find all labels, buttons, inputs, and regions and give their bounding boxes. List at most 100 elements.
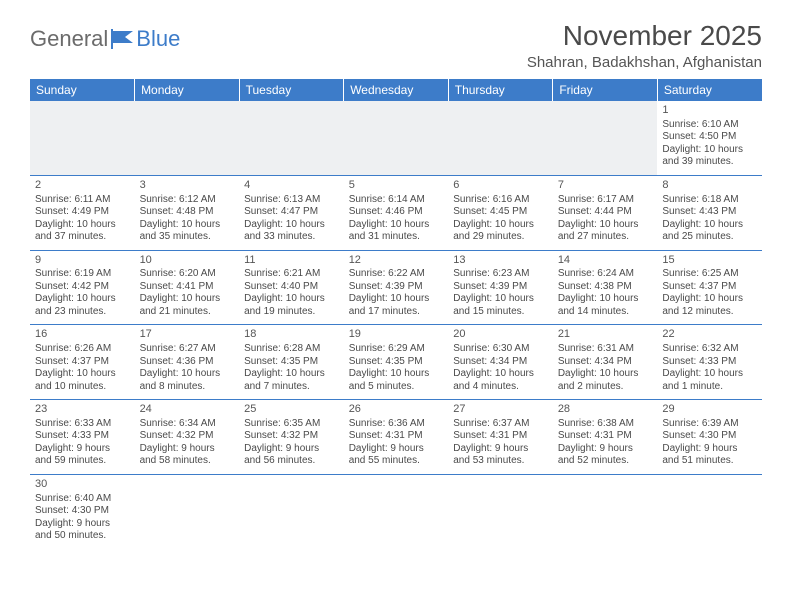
- calendar-cell: 8Sunrise: 6:18 AMSunset: 4:43 PMDaylight…: [657, 175, 762, 250]
- cell-day1: Daylight: 10 hours: [453, 293, 548, 306]
- calendar-cell: 30Sunrise: 6:40 AMSunset: 4:30 PMDayligh…: [30, 474, 135, 548]
- cell-day2: and 37 minutes.: [35, 231, 130, 244]
- cell-sunrise: Sunrise: 6:21 AM: [244, 268, 339, 281]
- calendar-cell: 11Sunrise: 6:21 AMSunset: 4:40 PMDayligh…: [239, 250, 344, 325]
- calendar-page: General Blue November 2025 Shahran, Bada…: [0, 0, 792, 569]
- cell-day1: Daylight: 10 hours: [662, 293, 757, 306]
- cell-day2: and 2 minutes.: [558, 381, 653, 394]
- calendar-row: 9Sunrise: 6:19 AMSunset: 4:42 PMDaylight…: [30, 250, 762, 325]
- cell-day1: Daylight: 10 hours: [35, 219, 130, 232]
- calendar-cell: [239, 101, 344, 175]
- cell-sunrise: Sunrise: 6:28 AM: [244, 343, 339, 356]
- calendar-cell: [344, 101, 449, 175]
- calendar-cell: 27Sunrise: 6:37 AMSunset: 4:31 PMDayligh…: [448, 400, 553, 475]
- cell-sunrise: Sunrise: 6:13 AM: [244, 194, 339, 207]
- cell-sunrise: Sunrise: 6:22 AM: [349, 268, 444, 281]
- calendar-cell: 26Sunrise: 6:36 AMSunset: 4:31 PMDayligh…: [344, 400, 449, 475]
- cell-sunset: Sunset: 4:32 PM: [140, 430, 235, 443]
- cell-sunset: Sunset: 4:38 PM: [558, 281, 653, 294]
- cell-sunset: Sunset: 4:33 PM: [35, 430, 130, 443]
- day-number: 19: [349, 328, 444, 342]
- header: General Blue November 2025 Shahran, Bada…: [30, 20, 762, 71]
- day-number: 13: [453, 254, 548, 268]
- calendar-cell: 25Sunrise: 6:35 AMSunset: 4:32 PMDayligh…: [239, 400, 344, 475]
- calendar-cell: 21Sunrise: 6:31 AMSunset: 4:34 PMDayligh…: [553, 325, 658, 400]
- calendar-cell: 18Sunrise: 6:28 AMSunset: 4:35 PMDayligh…: [239, 325, 344, 400]
- day-number: 28: [558, 403, 653, 417]
- cell-sunrise: Sunrise: 6:35 AM: [244, 418, 339, 431]
- cell-sunset: Sunset: 4:30 PM: [662, 430, 757, 443]
- calendar-header-row: SundayMondayTuesdayWednesdayThursdayFrid…: [30, 79, 762, 101]
- calendar-cell: 12Sunrise: 6:22 AMSunset: 4:39 PMDayligh…: [344, 250, 449, 325]
- cell-day1: Daylight: 10 hours: [662, 144, 757, 157]
- month-title: November 2025: [527, 20, 762, 52]
- calendar-cell: [344, 474, 449, 548]
- calendar-cell: 7Sunrise: 6:17 AMSunset: 4:44 PMDaylight…: [553, 175, 658, 250]
- cell-sunset: Sunset: 4:43 PM: [662, 206, 757, 219]
- calendar-cell: 19Sunrise: 6:29 AMSunset: 4:35 PMDayligh…: [344, 325, 449, 400]
- cell-day2: and 31 minutes.: [349, 231, 444, 244]
- day-number: 10: [140, 254, 235, 268]
- cell-day2: and 59 minutes.: [35, 455, 130, 468]
- day-number: 5: [349, 179, 444, 193]
- cell-sunset: Sunset: 4:50 PM: [662, 131, 757, 144]
- cell-sunrise: Sunrise: 6:18 AM: [662, 194, 757, 207]
- cell-sunset: Sunset: 4:31 PM: [453, 430, 548, 443]
- cell-sunrise: Sunrise: 6:16 AM: [453, 194, 548, 207]
- cell-day2: and 10 minutes.: [35, 381, 130, 394]
- cell-sunrise: Sunrise: 6:20 AM: [140, 268, 235, 281]
- day-number: 16: [35, 328, 130, 342]
- day-number: 11: [244, 254, 339, 268]
- cell-sunset: Sunset: 4:44 PM: [558, 206, 653, 219]
- day-header: Saturday: [657, 79, 762, 101]
- calendar-cell: 17Sunrise: 6:27 AMSunset: 4:36 PMDayligh…: [135, 325, 240, 400]
- cell-sunrise: Sunrise: 6:33 AM: [35, 418, 130, 431]
- cell-day2: and 53 minutes.: [453, 455, 548, 468]
- cell-sunrise: Sunrise: 6:23 AM: [453, 268, 548, 281]
- calendar-table: SundayMondayTuesdayWednesdayThursdayFrid…: [30, 79, 762, 549]
- cell-day2: and 55 minutes.: [349, 455, 444, 468]
- cell-sunset: Sunset: 4:31 PM: [349, 430, 444, 443]
- cell-day2: and 8 minutes.: [140, 381, 235, 394]
- day-number: 22: [662, 328, 757, 342]
- cell-day1: Daylight: 9 hours: [558, 443, 653, 456]
- cell-day1: Daylight: 10 hours: [349, 368, 444, 381]
- cell-sunset: Sunset: 4:47 PM: [244, 206, 339, 219]
- cell-sunrise: Sunrise: 6:10 AM: [662, 119, 757, 132]
- cell-day1: Daylight: 10 hours: [453, 368, 548, 381]
- calendar-cell: [448, 101, 553, 175]
- logo-text-general: General: [30, 26, 108, 52]
- cell-sunrise: Sunrise: 6:31 AM: [558, 343, 653, 356]
- day-number: 17: [140, 328, 235, 342]
- day-number: 27: [453, 403, 548, 417]
- cell-day2: and 19 minutes.: [244, 306, 339, 319]
- cell-sunrise: Sunrise: 6:27 AM: [140, 343, 235, 356]
- day-number: 26: [349, 403, 444, 417]
- cell-sunset: Sunset: 4:45 PM: [453, 206, 548, 219]
- day-header: Wednesday: [344, 79, 449, 101]
- day-number: 3: [140, 179, 235, 193]
- cell-sunset: Sunset: 4:42 PM: [35, 281, 130, 294]
- calendar-cell: 13Sunrise: 6:23 AMSunset: 4:39 PMDayligh…: [448, 250, 553, 325]
- cell-day1: Daylight: 9 hours: [140, 443, 235, 456]
- logo: General Blue: [30, 26, 180, 52]
- cell-sunrise: Sunrise: 6:34 AM: [140, 418, 235, 431]
- cell-day1: Daylight: 9 hours: [349, 443, 444, 456]
- day-number: 18: [244, 328, 339, 342]
- calendar-cell: 16Sunrise: 6:26 AMSunset: 4:37 PMDayligh…: [30, 325, 135, 400]
- day-number: 21: [558, 328, 653, 342]
- calendar-cell: 20Sunrise: 6:30 AMSunset: 4:34 PMDayligh…: [448, 325, 553, 400]
- cell-day1: Daylight: 10 hours: [244, 368, 339, 381]
- calendar-row: 2Sunrise: 6:11 AMSunset: 4:49 PMDaylight…: [30, 175, 762, 250]
- cell-sunset: Sunset: 4:48 PM: [140, 206, 235, 219]
- cell-sunset: Sunset: 4:40 PM: [244, 281, 339, 294]
- cell-sunset: Sunset: 4:35 PM: [349, 356, 444, 369]
- cell-day2: and 52 minutes.: [558, 455, 653, 468]
- day-header: Tuesday: [239, 79, 344, 101]
- cell-sunrise: Sunrise: 6:25 AM: [662, 268, 757, 281]
- cell-day1: Daylight: 10 hours: [140, 219, 235, 232]
- cell-sunrise: Sunrise: 6:32 AM: [662, 343, 757, 356]
- calendar-cell: [448, 474, 553, 548]
- cell-day1: Daylight: 10 hours: [349, 293, 444, 306]
- day-header: Friday: [553, 79, 658, 101]
